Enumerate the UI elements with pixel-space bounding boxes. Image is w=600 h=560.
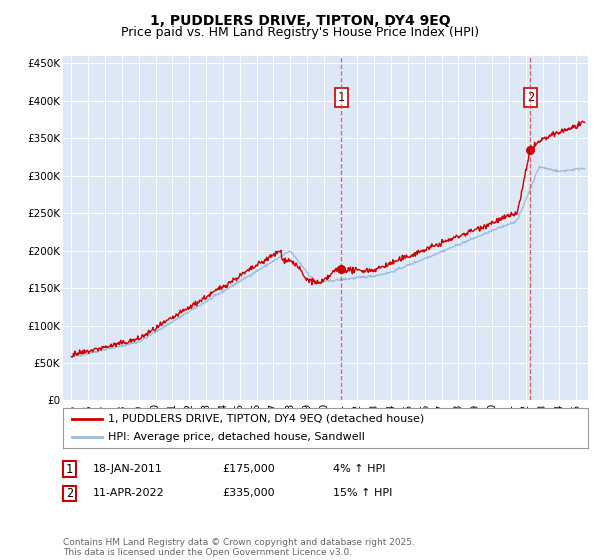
Text: 1, PUDDLERS DRIVE, TIPTON, DY4 9EQ: 1, PUDDLERS DRIVE, TIPTON, DY4 9EQ xyxy=(149,14,451,28)
Text: HPI: Average price, detached house, Sandwell: HPI: Average price, detached house, Sand… xyxy=(107,432,365,442)
Text: 15% ↑ HPI: 15% ↑ HPI xyxy=(333,488,392,498)
Text: Contains HM Land Registry data © Crown copyright and database right 2025.
This d: Contains HM Land Registry data © Crown c… xyxy=(63,538,415,557)
Text: 2: 2 xyxy=(66,487,73,500)
Text: Price paid vs. HM Land Registry's House Price Index (HPI): Price paid vs. HM Land Registry's House … xyxy=(121,26,479,39)
Text: £335,000: £335,000 xyxy=(222,488,275,498)
Text: £175,000: £175,000 xyxy=(222,464,275,474)
Text: 2: 2 xyxy=(527,91,534,104)
Text: 4% ↑ HPI: 4% ↑ HPI xyxy=(333,464,386,474)
Text: 18-JAN-2011: 18-JAN-2011 xyxy=(93,464,163,474)
Text: 1, PUDDLERS DRIVE, TIPTON, DY4 9EQ (detached house): 1, PUDDLERS DRIVE, TIPTON, DY4 9EQ (deta… xyxy=(107,414,424,424)
Text: 1: 1 xyxy=(338,91,345,104)
Text: 1: 1 xyxy=(66,463,73,476)
Text: 11-APR-2022: 11-APR-2022 xyxy=(93,488,165,498)
